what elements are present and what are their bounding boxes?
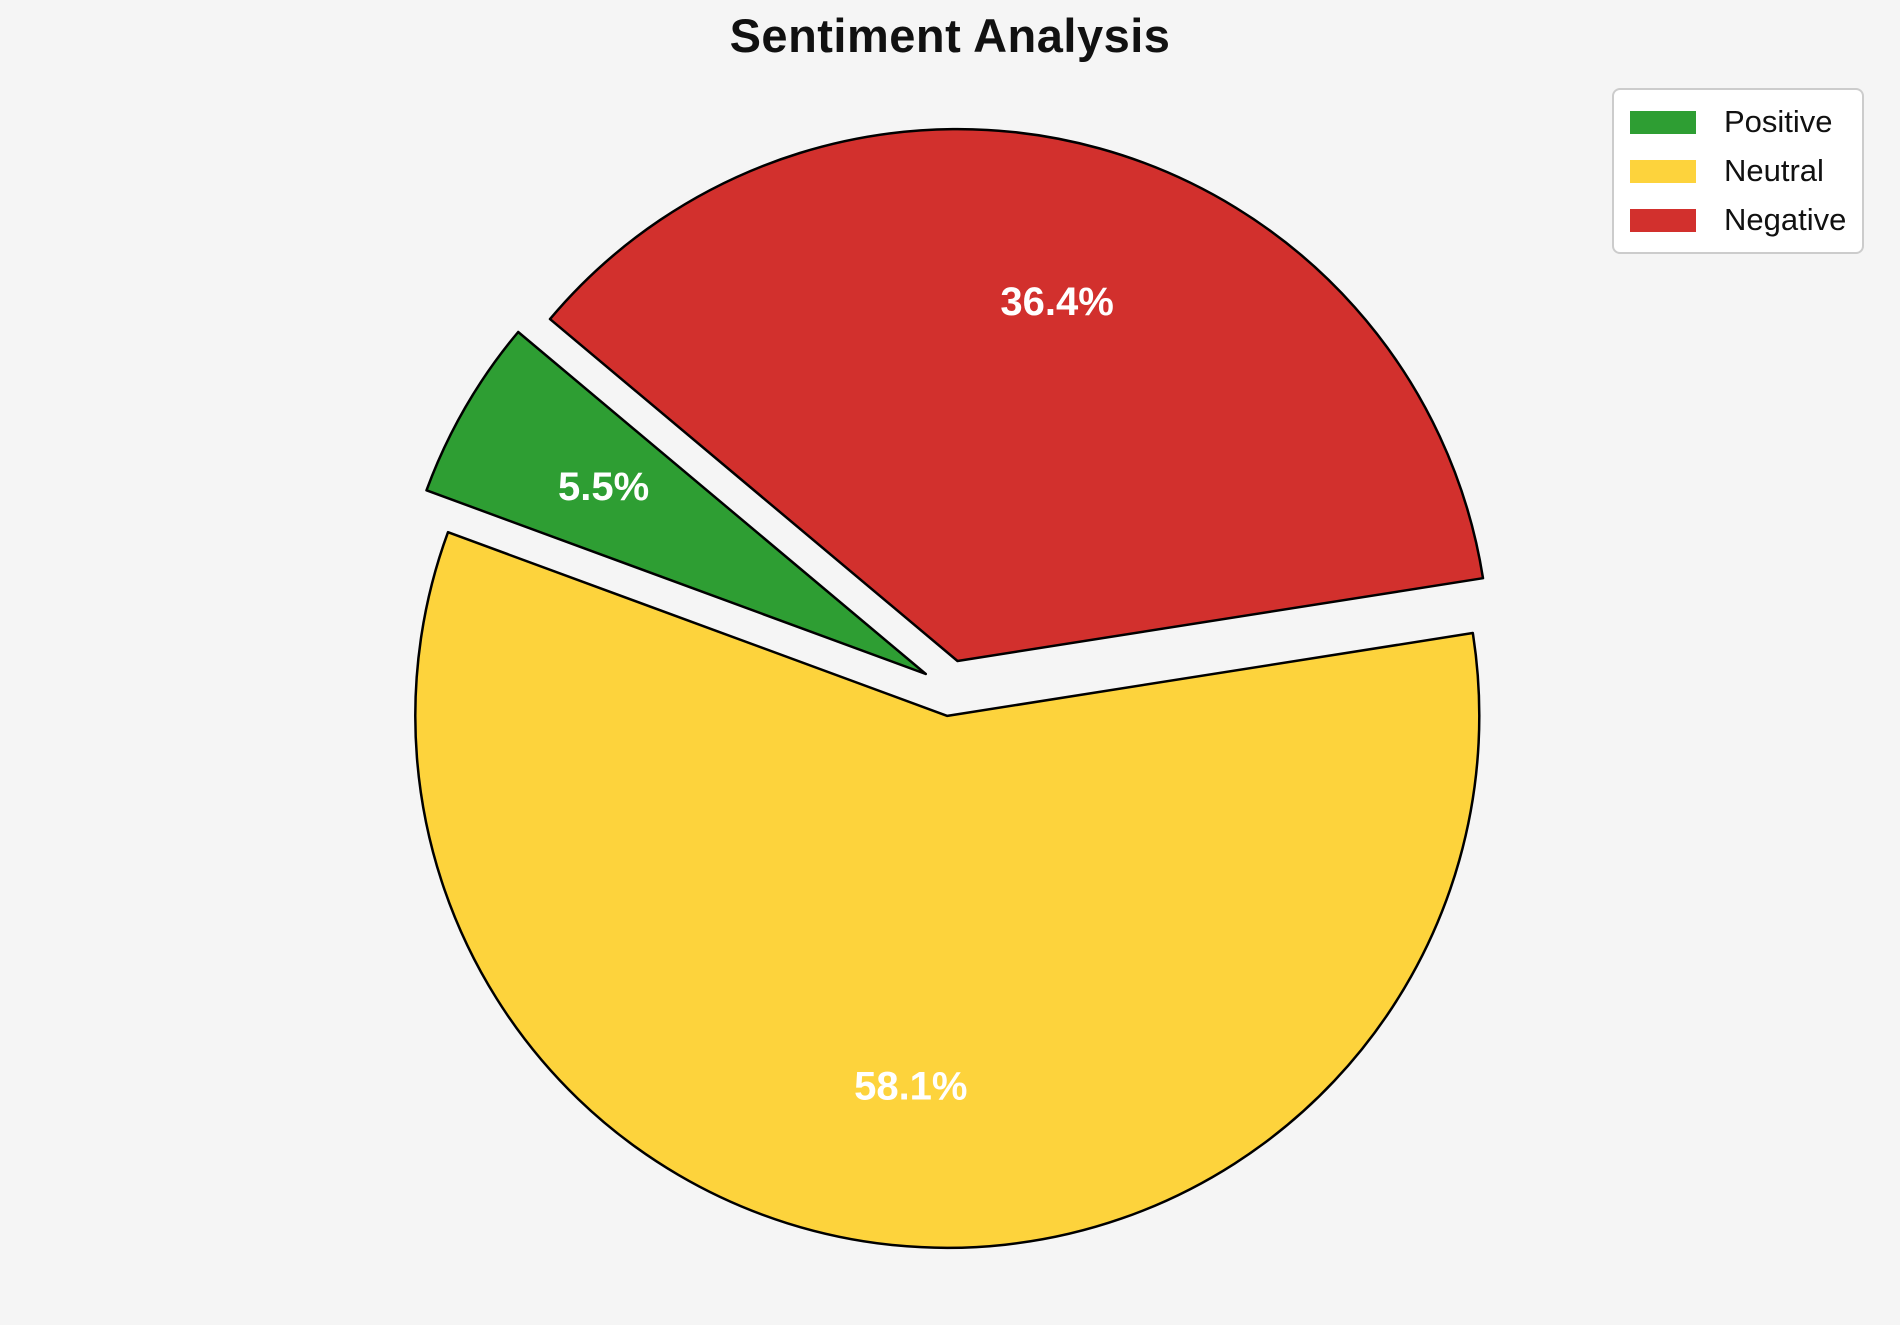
legend-swatch-neutral-icon: [1630, 159, 1696, 183]
legend-label-negative: Negative: [1724, 202, 1847, 237]
pie-slice-pct-label-negative: 36.4%: [1000, 280, 1113, 324]
legend-swatch-negative-icon: [1630, 208, 1696, 232]
legend-item-neutral: Neutral: [1630, 151, 1846, 191]
pie-slice-negative: [548, 127, 1485, 663]
legend: Positive Neutral Negative: [1612, 88, 1864, 254]
legend-label-positive: Positive: [1724, 104, 1833, 139]
legend-item-positive: Positive: [1630, 102, 1846, 142]
legend-label-neutral: Neutral: [1724, 153, 1824, 188]
legend-item-negative: Negative: [1630, 200, 1846, 240]
pie-slice-pct-label-neutral: 58.1%: [854, 1065, 967, 1109]
legend-swatch-positive-icon: [1630, 110, 1696, 134]
chart-title: Sentiment Analysis: [729, 9, 1171, 62]
pie-slice-pct-label-positive: 5.5%: [558, 465, 649, 509]
pie-slice-neutral: [414, 530, 1481, 1250]
pie-slice-positive: [425, 330, 928, 676]
